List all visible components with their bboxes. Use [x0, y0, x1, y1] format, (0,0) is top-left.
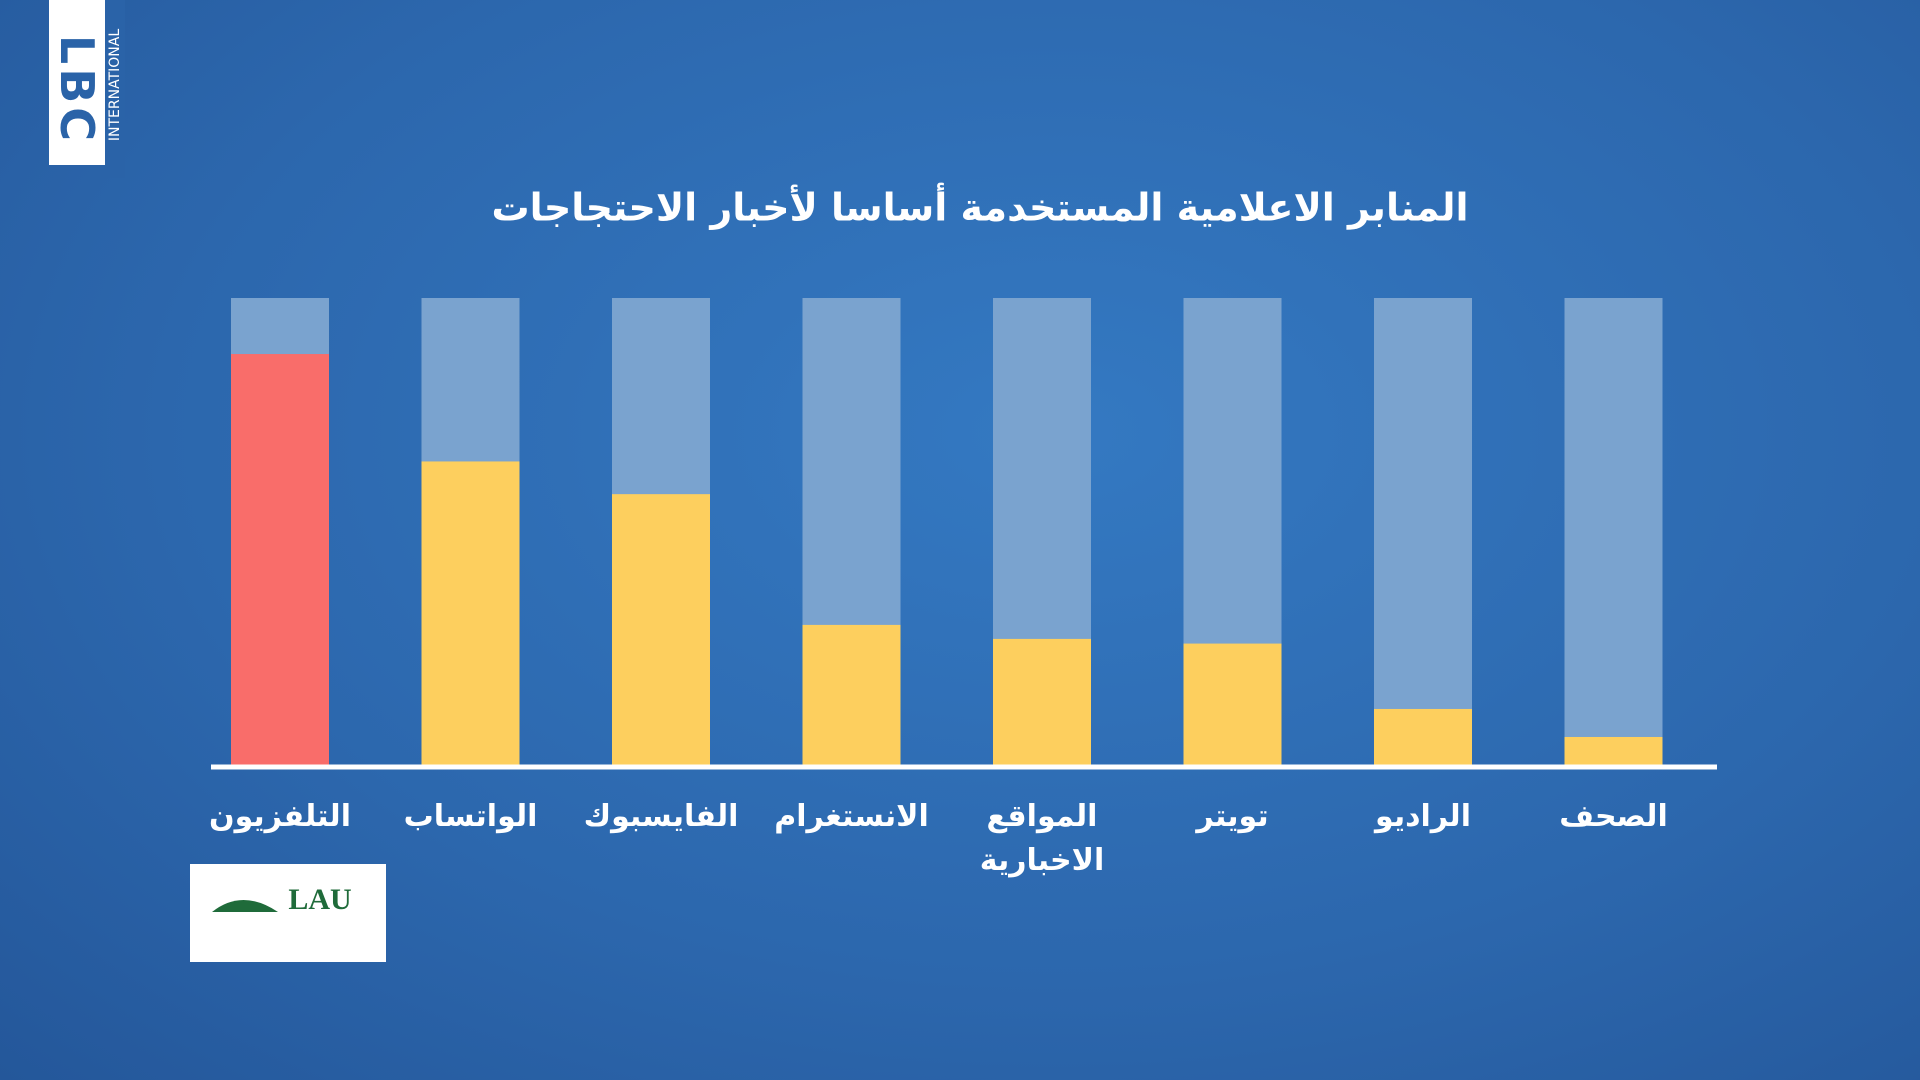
- sponsor-logo-box: [190, 864, 386, 962]
- bar: [1564, 736, 1663, 765]
- bar-track: [1374, 298, 1472, 765]
- bar: [231, 354, 329, 765]
- bar: [802, 624, 901, 765]
- bar: [1183, 643, 1282, 765]
- channel-logo-sub: INTERNATIONAL: [107, 29, 123, 141]
- x-tick-label: الراديو: [1375, 799, 1471, 834]
- bar: [993, 638, 1091, 765]
- channel-logo: LBC: [50, 35, 104, 145]
- x-tick-label: الفايسبوك: [583, 799, 739, 834]
- x-tick-label: الانستغرام: [774, 799, 929, 834]
- x-tick-label: تويتر: [1196, 799, 1269, 834]
- x-tick-label: المواقع الاخبارية: [979, 799, 1105, 878]
- sponsor-emblem: [212, 900, 278, 912]
- bar: [1374, 708, 1472, 765]
- bar: [612, 494, 710, 765]
- channel-logo-strip: [105, 0, 125, 178]
- x-tick-label: الصحف: [1559, 799, 1668, 834]
- sponsor-logo: LAU: [288, 883, 351, 916]
- channel-logo-box: [49, 0, 105, 165]
- chart-title: المنابر الاعلامية المستخدمة أساسا لأخبار…: [491, 183, 1468, 230]
- x-tick-label: الواتساب: [403, 799, 538, 834]
- bar: [421, 461, 520, 765]
- bar-track: [1564, 298, 1663, 765]
- x-tick-label: التلفزيون: [209, 799, 351, 834]
